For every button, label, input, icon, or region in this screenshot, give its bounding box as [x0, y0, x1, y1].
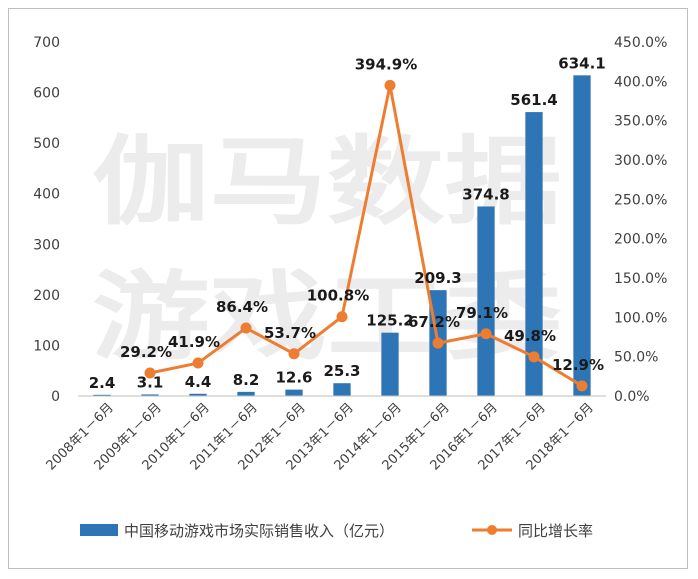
y2-tick-label: 50.0%	[614, 350, 658, 366]
y-tick-label: 300	[33, 237, 60, 253]
y-tick-label: 600	[33, 86, 60, 102]
legend-line-label: 同比增长率	[518, 522, 593, 540]
bar-value-label: 12.6	[275, 369, 312, 387]
line-value-label: 86.4%	[216, 298, 268, 316]
y-tick-label: 500	[33, 136, 60, 152]
y-tick-label: 200	[33, 288, 60, 304]
legend-bar-swatch	[80, 524, 118, 536]
bar	[381, 332, 399, 396]
line-value-label: 394.9%	[355, 55, 417, 73]
bar	[93, 394, 111, 396]
line-point	[384, 79, 396, 91]
bar	[141, 394, 159, 396]
bar-value-label: 634.1	[558, 54, 605, 72]
y-tick-label: 100	[33, 338, 60, 354]
bar-data-labels: 2.4 3.1 4.4 8.2 12.6 25.3 125.2 209.3 374.8 561.4…	[89, 54, 606, 391]
line-series	[144, 79, 588, 392]
line-data-labels: 29.2%41.9% 86.4% 53.7% 100.8% 394.9% 67.2%79.…	[120, 55, 604, 374]
y-tick-label: 400	[33, 187, 60, 203]
bar	[285, 389, 303, 396]
bar-value-label: 561.4	[510, 91, 557, 109]
line-point	[480, 328, 492, 340]
line-value-label: 100.8%	[307, 287, 369, 305]
bar	[237, 391, 255, 396]
line-value-label: 49.8%	[504, 327, 556, 345]
bar-value-label: 2.4	[89, 374, 116, 392]
y-tick-label: 0	[51, 389, 60, 405]
bar-value-label: 8.2	[233, 371, 260, 389]
growth-line	[149, 83, 583, 388]
y2-tick-label: 400.0%	[614, 74, 667, 90]
line-value-label: 79.1%	[456, 304, 508, 322]
line-point	[144, 367, 156, 379]
legend: 中国移动游戏市场实际销售收入（亿元） 同比增长率	[80, 522, 593, 540]
line-point	[336, 311, 348, 323]
bar	[333, 383, 351, 396]
y2-tick-label: 200.0%	[614, 232, 667, 248]
line-value-label: 29.2%	[120, 343, 172, 361]
legend-line-marker	[487, 525, 497, 535]
legend-bar-label: 中国移动游戏市场实际销售收入（亿元）	[124, 522, 394, 540]
y2-tick-label: 0.0%	[614, 389, 650, 405]
bar-value-label: 209.3	[414, 269, 461, 287]
line-point	[240, 322, 252, 334]
bar-value-label: 25.3	[323, 362, 360, 380]
y2-tick-label: 100.0%	[614, 310, 667, 326]
y-tick-label: 700	[33, 35, 60, 51]
bar-value-label: 4.4	[185, 373, 212, 391]
chart-frame	[8, 8, 688, 569]
y2-tick-label: 300.0%	[614, 153, 667, 169]
bar	[525, 112, 543, 396]
y2-tick-label: 250.0%	[614, 192, 667, 208]
bar-value-label: 374.8	[462, 185, 509, 203]
bar	[573, 75, 591, 396]
line-value-label: 12.9%	[552, 356, 604, 374]
line-point	[192, 357, 204, 369]
x-axis-categories: 2008年1－6月2009年1－6月2010年1－6月2011年1－6月2012…	[44, 400, 597, 473]
y2-tick-label: 350.0%	[614, 114, 667, 130]
line-value-label: 41.9%	[168, 333, 220, 351]
line-point	[576, 380, 588, 392]
y2-tick-label: 450.0%	[614, 35, 667, 51]
line-point	[432, 337, 444, 349]
y-axis-left: 0 100 200 300 400 500 600 700	[33, 35, 60, 405]
line-point	[288, 348, 300, 360]
y2-tick-label: 150.0%	[614, 271, 667, 287]
bar	[477, 206, 495, 396]
line-value-label: 53.7%	[264, 324, 316, 342]
bar-value-label: 125.2	[366, 312, 413, 330]
line-value-label: 67.2%	[408, 313, 460, 331]
bar	[189, 393, 207, 396]
y-axis-right: 0.0% 50.0% 100.0% 150.0% 200.0% 250.0% 300.0% 3…	[614, 35, 667, 405]
line-point	[528, 351, 540, 363]
bar-value-label: 3.1	[137, 373, 164, 391]
